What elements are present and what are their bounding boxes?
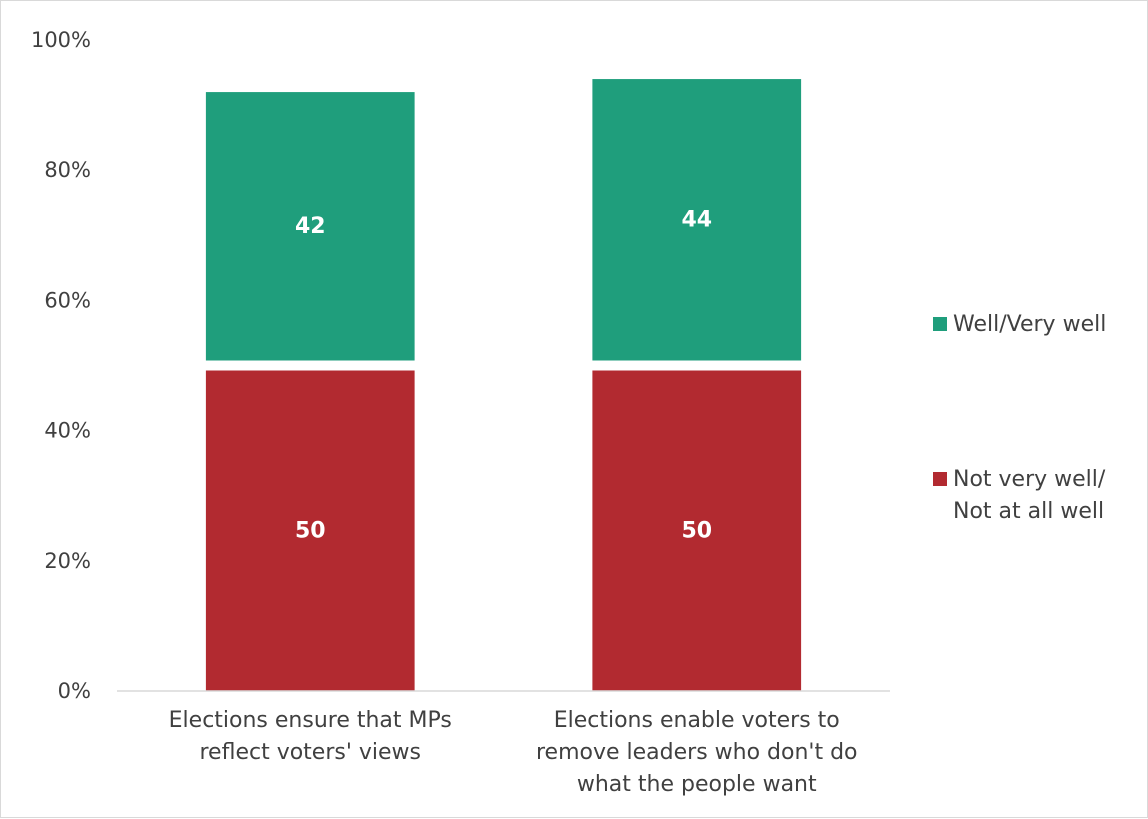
y-tick-label: 100% [31,28,91,52]
data-label: 50 [295,518,326,543]
category-label: Elections ensure that MPs reflect voters'… [169,708,452,765]
y-tick-label: 80% [44,158,91,182]
bar-segment [205,370,415,691]
legend-swatch [933,317,947,331]
y-axis: 0% 20% 40% 60% 80% 100% [31,28,91,703]
legend-swatch [933,472,947,486]
data-label: 42 [295,214,326,239]
y-tick-label: 60% [44,288,91,312]
category-labels: Elections ensure that MPs reflect voters'… [169,708,858,797]
bar-segment [592,370,802,691]
data-label: 44 [681,207,712,232]
bar-segment [592,79,802,361]
legend: Well/Very well Not very well/Not at all w… [933,312,1106,524]
legend-label: Well/Very well [953,312,1106,337]
legend-label: Not very well/Not at all well [953,467,1106,524]
y-tick-label: 40% [44,419,91,443]
category-label: Elections enable voters to remove leaders… [536,708,858,797]
data-label: 50 [681,518,712,543]
bar-segment [205,92,415,361]
y-tick-label: 0% [58,679,91,703]
bars: 50 42 50 44 [205,79,802,691]
y-tick-label: 20% [44,549,91,573]
